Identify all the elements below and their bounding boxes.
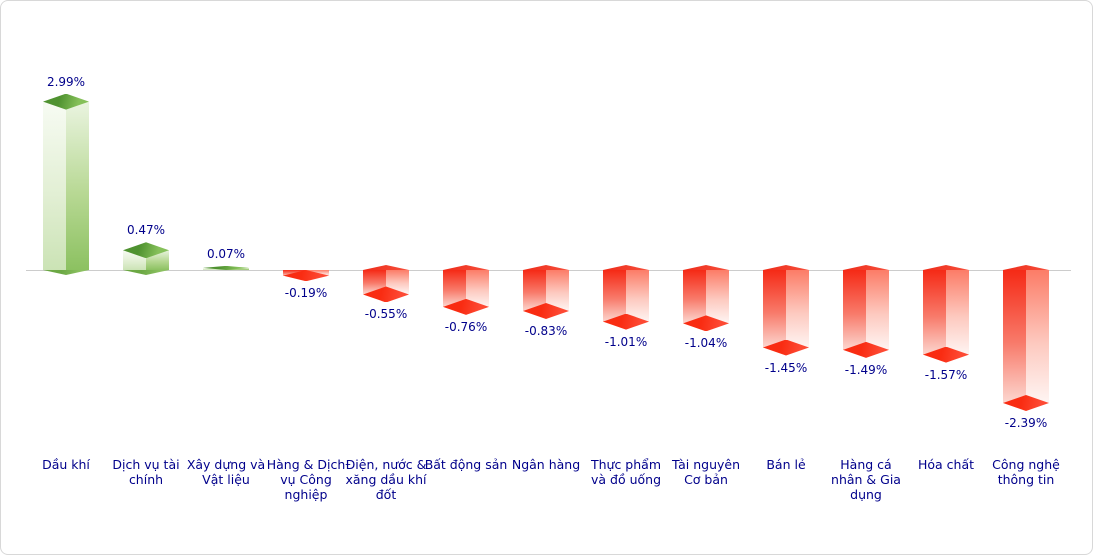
category-label-line: Dầu khí <box>42 457 90 472</box>
bar-bottom-diamond <box>923 346 969 363</box>
bar-top-edge <box>603 265 649 270</box>
category-label: Tài nguyên Cơ bản <box>660 457 752 487</box>
bar-face-right <box>626 270 649 322</box>
category-label-line: Hàng & Dịch <box>266 457 346 472</box>
bar-face-left <box>763 270 786 348</box>
bar-value-label: -0.19% <box>284 286 328 301</box>
bar-value-label: 0.47% <box>126 223 166 238</box>
bar-face-right <box>386 270 409 295</box>
category-label-line: Vật liệu <box>202 472 250 487</box>
bar-top-edge <box>363 265 409 270</box>
bar-face-left <box>443 270 466 307</box>
category-label: Ngân hàng <box>500 457 592 472</box>
category-label-line: nghiệp <box>284 487 328 502</box>
category-label-line: xăng dầu khí <box>345 472 427 487</box>
bar-value-label: -0.76% <box>444 319 488 334</box>
bar-top-edge <box>683 265 729 270</box>
bar-top-edge <box>843 265 889 270</box>
bar-value-label: -1.04% <box>684 336 728 351</box>
bar-top-diamond <box>123 242 169 259</box>
category-label-line: Dịch vụ tài <box>112 457 180 472</box>
category-label-line: Điện, nước & <box>345 457 427 472</box>
bar-bottom-diamond <box>763 339 809 356</box>
bar-face-right <box>546 270 569 311</box>
bar-bottom-diamond <box>1003 395 1049 411</box>
bar-top-diamond <box>203 265 249 270</box>
bar-face-left <box>923 270 946 355</box>
category-label: Hóa chất <box>900 457 992 472</box>
category-label: Bán lẻ <box>740 457 832 472</box>
category-label-line: dụng <box>850 487 882 502</box>
category-label-line: chính <box>128 472 164 487</box>
bar-value-label: -1.45% <box>764 360 808 375</box>
bar-value-label: -0.55% <box>364 307 408 322</box>
bar-face-right <box>1026 270 1049 403</box>
category-label-line: Thực phẩm <box>590 457 662 472</box>
category-label-line: Bất động sản <box>424 457 508 472</box>
bar-face-right <box>66 101 89 270</box>
bar-value-label: -1.49% <box>844 362 888 377</box>
category-label-line: Ngân hàng <box>511 457 581 472</box>
bar-value-label: -2.39% <box>1004 416 1048 430</box>
category-label-line: đốt <box>375 487 397 502</box>
category-label: Điện, nước & xăng dầu khí đốt <box>340 457 432 502</box>
bar-top-edge <box>443 265 489 270</box>
bar-top-edge <box>763 265 809 270</box>
bar-bottom-diamond <box>603 313 649 330</box>
category-label-line: và đồ uống <box>590 472 661 487</box>
bar-face-left <box>683 270 706 324</box>
bar-value-label: 2.99% <box>46 74 86 89</box>
bar-top-edge <box>923 265 969 270</box>
category-label: Công nghệ thông tin <box>980 457 1072 487</box>
bar-face-left <box>603 270 626 322</box>
category-label-line: thông tin <box>997 472 1055 487</box>
category-label: Bất động sản <box>420 457 512 472</box>
bar-face-right <box>706 270 729 324</box>
category-label: Thực phẩm và đồ uống <box>580 457 672 487</box>
bar-bottom-diamond <box>683 315 729 332</box>
bar-value-label: 0.07% <box>206 246 246 261</box>
bar-value-label: -0.83% <box>524 323 568 338</box>
category-label-line: Hàng cá <box>840 457 892 472</box>
category-label-line: nhân & Gia <box>831 472 901 487</box>
bar-face-left <box>283 270 306 276</box>
category-label-line: Hóa chất <box>917 457 975 472</box>
bar-face-left <box>1003 270 1026 403</box>
bar-bottom-edge <box>123 270 169 275</box>
bar-face-right <box>786 270 809 348</box>
category-label-line: Công nghệ <box>992 457 1060 472</box>
bar-bottom-diamond <box>843 341 889 358</box>
bar-face-right <box>306 270 329 276</box>
bar-top-edge <box>523 265 569 270</box>
bar-face-right <box>466 270 489 307</box>
bar-face-left <box>363 270 386 295</box>
bar-face-left <box>843 270 866 350</box>
category-label-line: Tài nguyên <box>671 457 741 472</box>
category-label: Hàng & Dịch vụ Công nghiệp <box>260 457 352 502</box>
bar-bottom-diamond <box>443 298 489 315</box>
category-label-line: Xây dựng và <box>186 457 266 472</box>
bar-top-diamond <box>43 93 89 110</box>
bar-value-label: -1.57% <box>924 367 968 382</box>
bar-face-left <box>43 101 66 270</box>
category-label: Xây dựng và Vật liệu <box>180 457 272 487</box>
bar-top-edge <box>1003 265 1049 270</box>
bar-face-right <box>866 270 889 350</box>
bar-face-right <box>946 270 969 355</box>
bar-bottom-diamond <box>283 270 329 282</box>
bar-bottom-diamond <box>523 302 569 319</box>
category-label-line: Bán lẻ <box>766 457 806 472</box>
bar-bottom-diamond <box>363 286 409 303</box>
bar-face-left <box>523 270 546 311</box>
category-label-line: Cơ bản <box>684 472 728 487</box>
bar-value-label: -1.01% <box>604 334 648 349</box>
category-label: Hàng cá nhân & Gia dụng <box>820 457 912 502</box>
category-label: Dịch vụ tài chính <box>100 457 192 487</box>
category-label-line: vụ Công <box>280 472 332 487</box>
category-label: Dầu khí <box>20 457 112 472</box>
bar-bottom-edge <box>43 270 89 275</box>
